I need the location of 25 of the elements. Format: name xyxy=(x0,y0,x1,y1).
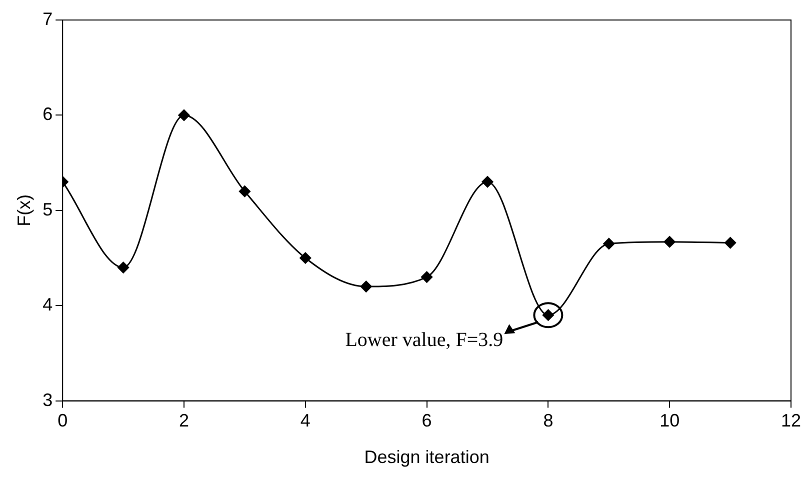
x-tick-label: 12 xyxy=(780,410,802,431)
y-tick-label: 6 xyxy=(42,104,53,124)
point xyxy=(603,238,615,250)
point xyxy=(300,252,312,264)
y-tick-label: 4 xyxy=(42,294,53,315)
x-tick-label: 6 xyxy=(422,410,432,431)
point xyxy=(178,109,190,121)
point xyxy=(421,271,433,283)
point xyxy=(360,280,372,292)
point xyxy=(118,262,130,274)
point xyxy=(482,176,494,188)
x-axis-title: Design iteration xyxy=(364,447,490,468)
point xyxy=(724,237,736,249)
x-tick-label: 10 xyxy=(660,410,680,431)
x-tick-label: 4 xyxy=(300,410,310,431)
annotation: Lower value, F=3.9 xyxy=(345,329,504,352)
y-tick-label: 3 xyxy=(42,390,53,410)
y-tick-label: 5 xyxy=(42,199,53,220)
point xyxy=(664,236,676,248)
x-tick-label: 8 xyxy=(543,410,554,431)
y-tick-label: 7 xyxy=(42,8,53,29)
point xyxy=(238,186,250,198)
x-tick-label: 0 xyxy=(58,410,68,431)
y-axis-title: F(x) xyxy=(14,194,34,226)
x-tick-label: 2 xyxy=(179,410,190,431)
